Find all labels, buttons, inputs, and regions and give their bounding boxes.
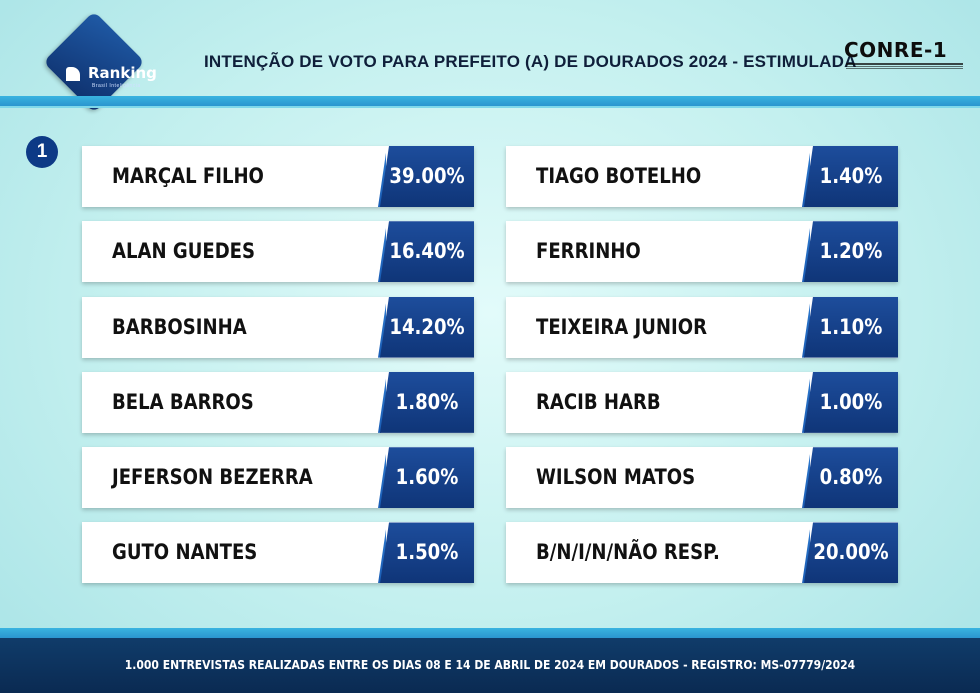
percentage-box	[804, 447, 898, 509]
candidate-row: TEIXEIRA JUNIOR 1.10%	[506, 296, 898, 358]
candidate-percentage: 1.40%	[819, 164, 883, 188]
candidate-name: GUTO NANTES	[112, 540, 258, 565]
percentage-box	[380, 221, 474, 283]
logo-text: Ranking	[88, 64, 157, 82]
logo-subtext: Brasil Inteligência	[92, 83, 141, 89]
candidate-name: TEIXEIRA JUNIOR	[536, 314, 708, 339]
candidate-row: WILSON MATOS 0.80%	[506, 447, 898, 509]
candidate-percentage: 14.20%	[389, 314, 465, 339]
page-title: INTENÇÃO DE VOTO PARA PREFEITO (A) DE DO…	[204, 52, 857, 71]
percentage-box	[380, 296, 474, 358]
footer-divider-band	[0, 628, 980, 638]
candidate-percentage: 1.00%	[819, 389, 883, 414]
ranking-logo: Ranking Brasil Inteligência	[62, 64, 157, 89]
conre-fine-print-line	[846, 63, 963, 65]
candidate-name: BARBOSINHA	[112, 314, 247, 339]
conre-fine-print-line	[846, 66, 963, 67]
candidate-name: B/N/I/N/NÃO RESP.	[536, 540, 720, 565]
candidate-name: TIAGO BOTELHO	[536, 164, 702, 188]
candidate-percentage: 1.50%	[395, 540, 459, 565]
candidate-row: GUTO NANTES 1.50%	[82, 522, 474, 584]
percentage-box	[804, 371, 898, 433]
candidate-row: B/N/I/N/NÃO RESP. 20.00%	[506, 522, 898, 584]
candidate-name: RACIB HARB	[536, 389, 661, 414]
candidate-row: BELA BARROS 1.80%	[82, 371, 474, 433]
candidate-row: MARÇAL FILHO 39.00%	[82, 146, 474, 207]
candidate-percentage: 1.10%	[819, 314, 883, 339]
candidate-row: JEFERSON BEZERRA 1.60%	[82, 447, 474, 509]
candidate-percentage: 1.60%	[395, 465, 459, 490]
footer-text: 1.000 ENTREVISTAS REALIZADAS ENTRE OS DI…	[124, 658, 856, 672]
percentage-box	[380, 522, 474, 584]
candidate-row: TIAGO BOTELHO 1.40%	[506, 146, 898, 207]
candidate-row: BARBOSINHA 14.20%	[82, 296, 474, 358]
candidate-percentage: 39.00%	[389, 164, 465, 188]
candidate-name: MARÇAL FILHO	[112, 164, 264, 188]
candidate-percentage: 16.40%	[389, 239, 465, 264]
conre-logo-text: CONRE-1	[844, 38, 948, 62]
candidate-name: BELA BARROS	[112, 389, 254, 414]
percentage-box	[804, 146, 898, 207]
percentage-box	[804, 296, 898, 358]
candidate-percentage: 1.80%	[395, 389, 459, 414]
header-divider-band	[0, 96, 980, 108]
candidate-name: FERRINHO	[536, 239, 641, 264]
percentage-box	[804, 522, 898, 584]
conre-logo: CONRE-1	[844, 38, 974, 78]
candidate-name: WILSON MATOS	[536, 465, 696, 490]
logo-mark-icon	[66, 67, 80, 81]
percentage-box	[380, 371, 474, 433]
candidate-name: ALAN GUEDES	[112, 239, 256, 264]
candidate-percentage: 1.20%	[819, 239, 883, 264]
footer: 1.000 ENTREVISTAS REALIZADAS ENTRE OS DI…	[0, 638, 980, 693]
candidate-row: FERRINHO 1.20%	[506, 221, 898, 283]
candidate-name: JEFERSON BEZERRA	[112, 465, 313, 490]
percentage-box	[380, 447, 474, 509]
candidate-row: RACIB HARB 1.00%	[506, 371, 898, 433]
conre-fine-print-line	[846, 68, 963, 69]
candidate-percentage: 20.00%	[813, 540, 889, 565]
page-number-badge: 1	[26, 136, 58, 168]
percentage-box	[804, 221, 898, 283]
candidate-percentage: 0.80%	[819, 465, 883, 490]
candidate-list-right: TIAGO BOTELHO 1.40% FERRINHO 1.20% TEIXE…	[506, 146, 898, 598]
candidate-list-left: MARÇAL FILHO 39.00% ALAN GUEDES 16.40% B…	[82, 146, 474, 598]
percentage-box	[380, 146, 474, 207]
candidate-row: ALAN GUEDES 16.40%	[82, 221, 474, 283]
